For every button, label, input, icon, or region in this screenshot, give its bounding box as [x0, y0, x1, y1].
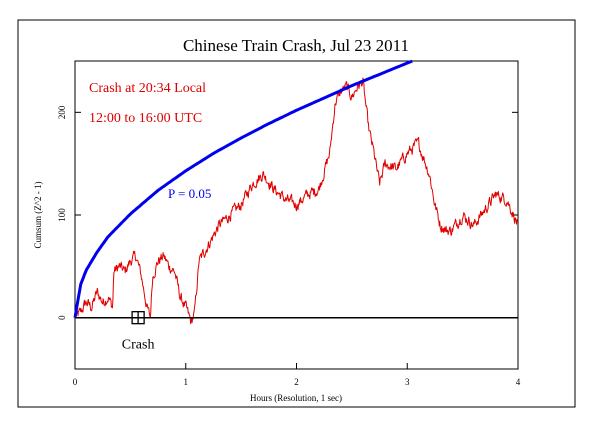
series-p005-envelope — [73, 59, 413, 318]
chart-title: Chinese Train Crash, Jul 23 2011 — [183, 36, 409, 55]
x-tick-label-4: 4 — [516, 377, 521, 387]
x-tick-label-3: 3 — [405, 377, 410, 387]
crash-label: Crash — [122, 338, 155, 353]
crash-marker — [131, 311, 145, 325]
y-tick-label-0: 0 — [57, 315, 67, 320]
y-tick-label-2: 200 — [57, 105, 67, 119]
figure-border — [17, 19, 576, 408]
x-axis: 0 1 2 3 4 — [73, 363, 521, 387]
series-layer — [73, 59, 519, 325]
annotation-utc-range: 12:00 to 16:00 UTC — [89, 111, 202, 126]
y-tick-label-1: 100 — [57, 208, 67, 222]
x-tick-label-1: 1 — [184, 377, 189, 387]
x-tick-label-2: 2 — [294, 377, 299, 387]
annotation-crash-time: Crash at 20:34 Local — [89, 81, 206, 96]
x-axis-label: Hours (Resolution, 1 sec) — [250, 393, 342, 403]
p-value-label: P = 0.05 — [168, 186, 211, 201]
x-tick-label-0: 0 — [73, 377, 78, 387]
series-cumsum-line — [74, 77, 519, 325]
y-axis-label: Cumsum (Z^2 - 1) — [33, 182, 43, 249]
